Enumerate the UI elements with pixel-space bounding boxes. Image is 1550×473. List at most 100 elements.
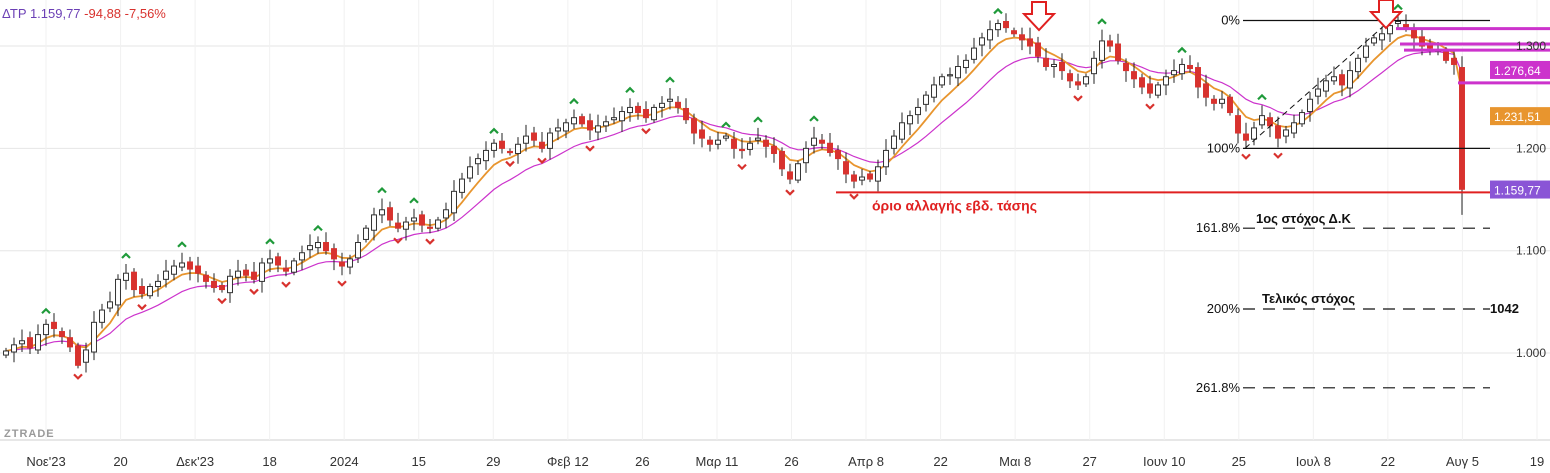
candle-body <box>475 158 481 165</box>
candle <box>683 98 689 124</box>
candle-body <box>259 262 265 282</box>
candle <box>667 88 673 110</box>
sell-signal-chevron <box>281 281 291 288</box>
candle <box>203 271 209 289</box>
candle-body <box>75 345 81 366</box>
candle <box>67 329 73 352</box>
candle-body <box>747 142 753 150</box>
candle <box>1003 13 1009 33</box>
candle-body <box>403 221 409 230</box>
candle <box>659 96 665 118</box>
candle-body <box>1451 57 1457 65</box>
candle-body <box>667 98 673 102</box>
candle-body <box>1251 127 1257 140</box>
x-tick-label: 27 <box>1082 454 1096 469</box>
brand-watermark: ZTRADE <box>4 428 55 440</box>
candle-body <box>59 331 65 338</box>
candle <box>563 118 569 139</box>
candle <box>1195 62 1201 99</box>
candle <box>195 256 201 283</box>
ticker-price: 1.159,77 <box>29 6 81 21</box>
candle <box>1227 94 1233 116</box>
sell-signal-chevron <box>849 193 859 200</box>
grid-lines <box>0 0 1550 441</box>
candle-body <box>395 222 401 229</box>
candle-body <box>859 176 865 181</box>
candle <box>131 268 137 297</box>
candle-body <box>867 173 873 180</box>
candle <box>507 148 513 156</box>
x-tick-label: 26 <box>784 454 798 469</box>
candle-body <box>435 219 441 229</box>
candle <box>971 37 977 64</box>
candle <box>1011 27 1017 37</box>
candle-body <box>979 37 985 46</box>
candle <box>211 273 217 293</box>
candle <box>251 261 257 284</box>
candle-body <box>1307 98 1313 113</box>
candle <box>795 160 801 184</box>
buy-signal-chevron <box>665 76 675 83</box>
candle-body <box>1075 81 1081 86</box>
candle <box>1091 51 1097 84</box>
candle <box>1107 34 1113 53</box>
x-tick-label: Ιουν 10 <box>1143 454 1186 469</box>
candle <box>1339 69 1345 97</box>
candle-body <box>491 142 497 151</box>
candle <box>387 201 393 227</box>
candle <box>555 118 561 141</box>
candle <box>1347 61 1353 98</box>
candle <box>963 54 969 74</box>
candle-body <box>787 171 793 180</box>
candle <box>139 278 145 299</box>
candle-body <box>467 166 473 179</box>
candle-body <box>1211 98 1217 104</box>
candle-body <box>99 309 105 323</box>
sell-signal-chevron <box>1273 152 1283 159</box>
candle-body <box>803 147 809 164</box>
candle-body <box>571 117 577 125</box>
target-final-label: Τελικός στόχος <box>1262 291 1355 306</box>
candle-body <box>67 337 73 348</box>
buy-signal-chevron <box>121 252 131 259</box>
candle <box>755 127 761 145</box>
candle <box>595 114 601 141</box>
candle-body <box>43 323 49 336</box>
candle <box>699 120 705 148</box>
candle-body <box>835 149 841 160</box>
target1-label: 1ος στόχος Δ.Κ <box>1256 211 1352 226</box>
candle <box>1059 53 1065 80</box>
price-tag-label: 1.159,77 <box>1494 184 1541 198</box>
candle <box>1283 125 1289 144</box>
candle <box>219 282 225 293</box>
candle-body <box>227 275 233 294</box>
sell-signal-chevron <box>217 297 227 305</box>
candle-body <box>547 132 553 149</box>
candle-body <box>83 349 89 363</box>
x-tick-label: 15 <box>412 454 426 469</box>
candle-body <box>1339 74 1345 86</box>
fib-level-label: 200% <box>1207 301 1241 316</box>
sell-signal-chevron <box>537 157 547 165</box>
candle-body <box>619 111 625 122</box>
candle-body <box>307 245 313 251</box>
x-tick-label: Ιουλ 8 <box>1296 454 1331 469</box>
candle-body <box>1123 62 1129 72</box>
buy-signal-chevron <box>177 241 187 248</box>
ticker-symbol: ΔΤΡ <box>2 6 27 21</box>
candle <box>355 234 361 263</box>
candle-body <box>1035 42 1041 57</box>
candle-body <box>523 135 529 144</box>
candle-body <box>907 115 913 125</box>
candle <box>11 337 17 363</box>
candle-body <box>1195 67 1201 88</box>
candle-body <box>1459 67 1465 190</box>
sell-signal-chevron <box>393 237 403 244</box>
candle <box>1163 69 1169 96</box>
candle <box>955 55 961 86</box>
candle <box>947 67 953 85</box>
candle <box>1203 74 1209 107</box>
candle <box>875 159 881 192</box>
candle-body <box>539 141 545 149</box>
